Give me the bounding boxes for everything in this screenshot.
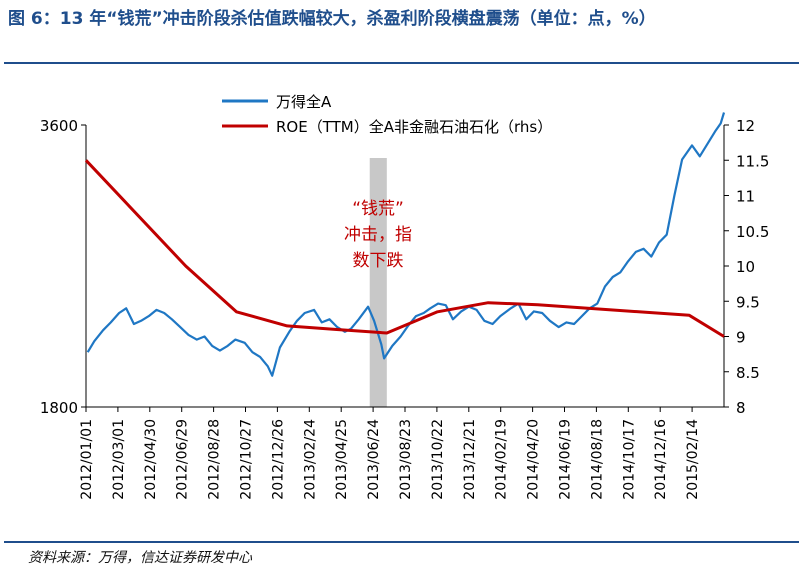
annotation-line: 冲击，指 [344,225,412,245]
source-note: 资料来源：万得，信达证券研发中心 [28,550,252,566]
x-tick-label: 2014/04/20 [526,419,542,500]
x-tick-label: 2015/02/14 [685,419,701,500]
y-right-tick-label: 8.5 [736,364,760,382]
legend-label: ROE（TTM）全A非金融石油石化（rhs） [276,118,552,136]
x-tick-label: 2012/04/30 [143,419,159,500]
annotation-line: 数下跌 [353,251,404,271]
x-tick-label: 2014/12/16 [653,419,669,500]
y-left-tick-label: 1800 [40,399,78,417]
y-right-tick-label: 12 [736,117,755,135]
x-tick-label: 2013/12/21 [462,419,478,500]
y-right-tick-label: 9.5 [736,293,760,311]
x-tick-label: 2012/08/28 [207,419,223,500]
x-tick-label: 2013/04/25 [334,419,350,500]
x-tick-label: 2013/10/22 [430,419,446,500]
series-line-wind-all-a [86,112,726,377]
x-tick-label: 2014/06/19 [558,419,574,500]
series-line-roe [84,159,725,338]
x-tick-label: 2013/06/24 [366,419,382,500]
y-left-tick-label: 3600 [40,117,78,135]
annotation-line: “钱荒” [352,199,404,219]
chart-title: 图 6：13 年“钱荒”冲击阶段杀估值跌幅较大，杀盈利阶段横盘震荡（单位：点，%… [8,9,656,29]
series-layer [84,112,726,377]
x-tick-label: 2012/12/26 [270,419,286,500]
x-tick-label: 2012/10/27 [239,419,255,500]
x-tick-label: 2012/06/29 [175,419,191,500]
x-tick-label: 2014/02/19 [494,419,510,500]
y-right-tick-label: 11.5 [736,152,769,170]
y-right-tick-label: 10 [736,258,755,276]
y-right-tick-label: 11 [736,188,755,206]
shaded-period-layer [369,158,387,407]
x-tick-label: 2014/08/18 [589,419,605,500]
x-tick-label: 2013/08/23 [398,419,414,500]
x-tick-label: 2012/01/01 [79,419,95,500]
x-tick-label: 2014/10/17 [621,419,637,500]
legend: 万得全A ROE（TTM）全A非金融石油石化（rhs） [222,93,552,136]
y-right-tick-label: 8 [736,399,746,417]
legend-label: 万得全A [276,93,332,111]
source-divider [4,541,799,543]
shaded-period [369,158,387,407]
chart: 1800 3600 8 8.5 9 9.5 10 10.5 11 11.5 12 2012/01/01… [40,93,770,500]
y-right-tick-label: 9 [736,329,746,347]
title-divider [4,62,799,64]
y-right-tick-label: 10.5 [736,223,769,241]
x-tick-label: 2012/03/01 [111,419,127,500]
x-tick-label: 2013/02/24 [302,419,318,500]
axes-layer: 1800 3600 8 8.5 9 9.5 10 10.5 11 11.5 12 2012/01/01… [40,117,770,500]
